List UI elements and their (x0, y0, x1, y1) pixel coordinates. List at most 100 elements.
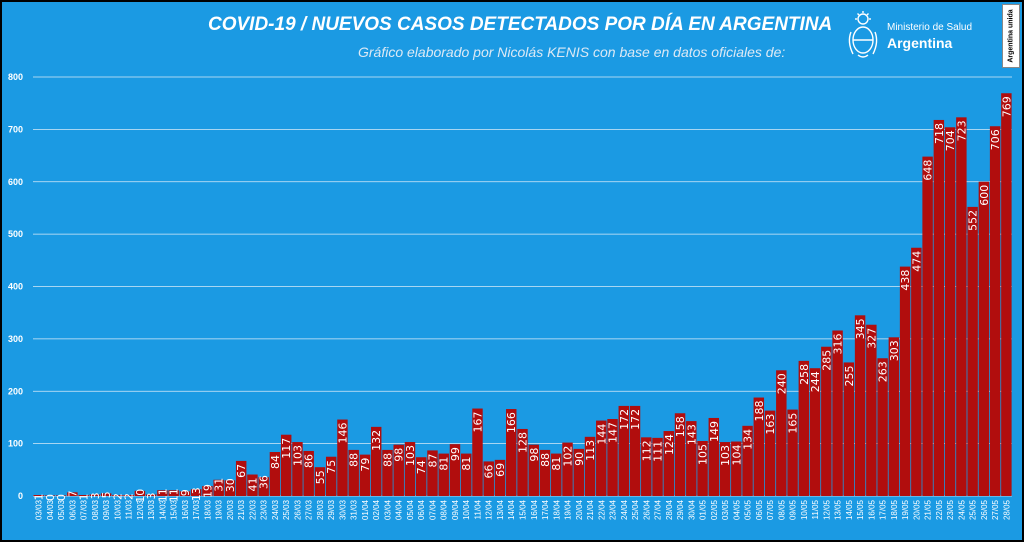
x-tick-label: 23/04 (609, 499, 618, 520)
x-tick-label: 21/04 (586, 499, 595, 520)
bar (314, 467, 326, 496)
data-label: 104 (730, 445, 743, 466)
data-label: 345 (854, 318, 867, 339)
bar (517, 428, 528, 496)
bar (764, 410, 776, 496)
data-label: 67 (235, 464, 248, 478)
x-tick-label: 09/04 (451, 499, 460, 520)
bar (663, 431, 675, 496)
x-tick-label: 28/05 (1002, 499, 1011, 520)
x-tick-label: 27/04 (654, 499, 663, 520)
bar (134, 490, 146, 496)
data-label: 244 (809, 371, 822, 392)
data-label: 98 (393, 448, 406, 462)
x-tick-label: 10/04 (462, 499, 471, 520)
data-label: 718 (933, 123, 946, 144)
data-label: 75 (325, 460, 338, 474)
data-label: 55 (314, 470, 327, 484)
data-label: 66 (483, 464, 496, 478)
bar (719, 442, 731, 496)
data-label: 143 (685, 424, 698, 445)
data-label: 144 (595, 424, 608, 445)
bar (551, 453, 562, 496)
data-label: 105 (697, 444, 710, 465)
data-label: 69 (494, 463, 507, 477)
x-tick-label: 15/04 (519, 499, 528, 520)
y-tick-label: 800 (8, 72, 23, 82)
bar (933, 119, 945, 496)
data-label: 102 (562, 446, 575, 467)
data-label: 172 (618, 409, 631, 430)
x-tick-label: 30/03 (338, 499, 347, 520)
data-label: 9 (179, 489, 192, 496)
x-tick-label: 15/03 (170, 499, 179, 520)
bar (911, 247, 922, 496)
bar (539, 449, 551, 496)
x-tick-label: 16/04 (530, 499, 539, 520)
bar (832, 330, 843, 496)
bar (629, 405, 641, 496)
data-label: 723 (955, 120, 968, 141)
data-label: 1 (33, 493, 46, 500)
data-label: 103 (719, 445, 732, 466)
bar (168, 490, 179, 496)
data-label: 132 (370, 430, 383, 451)
bar (280, 434, 292, 496)
x-tick-label: 18/03 (203, 499, 212, 520)
x-tick-label: 08/04 (440, 499, 449, 520)
data-label: 79 (359, 458, 372, 472)
bar (145, 494, 157, 496)
badge-text: Argentina unida (1007, 9, 1015, 63)
data-label: 474 (910, 251, 923, 272)
x-tick-label: 24/04 (620, 499, 629, 520)
bar (674, 413, 686, 496)
data-label: 3 (145, 492, 158, 499)
x-tick-label: 08/05 (777, 499, 786, 520)
chart-title: COVID-19 / NUEVOS CASOS DETECTADOS POR D… (208, 14, 833, 35)
ministry-logo: Ministerio de Salud Argentina (845, 10, 995, 62)
data-label: 303 (888, 340, 901, 361)
data-label: 172 (629, 409, 642, 430)
bar (866, 324, 877, 496)
x-tick-label: 02/05 (710, 499, 719, 520)
x-tick-label: 14/05 (845, 499, 854, 520)
data-label: 88 (381, 453, 394, 467)
x-tick-label: 14/03 (158, 499, 167, 520)
argentina-unida-badge: Argentina unida (1002, 4, 1020, 68)
x-tick-label: 07/03 (80, 499, 89, 520)
data-label: 648 (922, 160, 935, 181)
x-tick-label: 28/04 (665, 499, 674, 520)
data-label: 113 (584, 440, 597, 461)
data-label: 600 (978, 185, 991, 206)
bar (67, 492, 78, 496)
x-tick-label: 20/04 (575, 499, 584, 520)
x-tick-label: 19/05 (901, 499, 910, 520)
data-label: 158 (674, 416, 687, 437)
bar (348, 449, 359, 496)
x-tick-label: 04/03 (46, 499, 55, 520)
x-tick-label: 06/03 (68, 499, 77, 520)
data-labels: 1007135221031111913193130674136841171038… (33, 96, 1014, 503)
bar (461, 453, 472, 496)
y-tick-label: 300 (8, 334, 23, 344)
x-tick-label: 13/03 (147, 499, 156, 520)
x-tick-label: 22/04 (597, 499, 606, 520)
bar (89, 494, 101, 496)
data-label: 112 (640, 440, 653, 461)
x-tick-label: 03/05 (721, 499, 730, 520)
bar (787, 409, 798, 496)
bar-series (33, 93, 1012, 497)
x-tick-label: 10/05 (800, 499, 809, 520)
bar (427, 450, 438, 496)
x-tick-label: 18/05 (890, 499, 899, 520)
x-tick-label: 06/05 (755, 499, 764, 520)
data-label: 188 (753, 401, 766, 422)
data-label: 87 (426, 453, 439, 467)
bar (686, 421, 697, 496)
x-tick-label: 18/04 (552, 499, 561, 520)
x-tick-label: 26/05 (980, 499, 989, 520)
x-tick-label: 15/05 (856, 499, 865, 520)
x-tick-label: 23/05 (946, 499, 955, 520)
y-tick-label: 0 (18, 491, 23, 501)
